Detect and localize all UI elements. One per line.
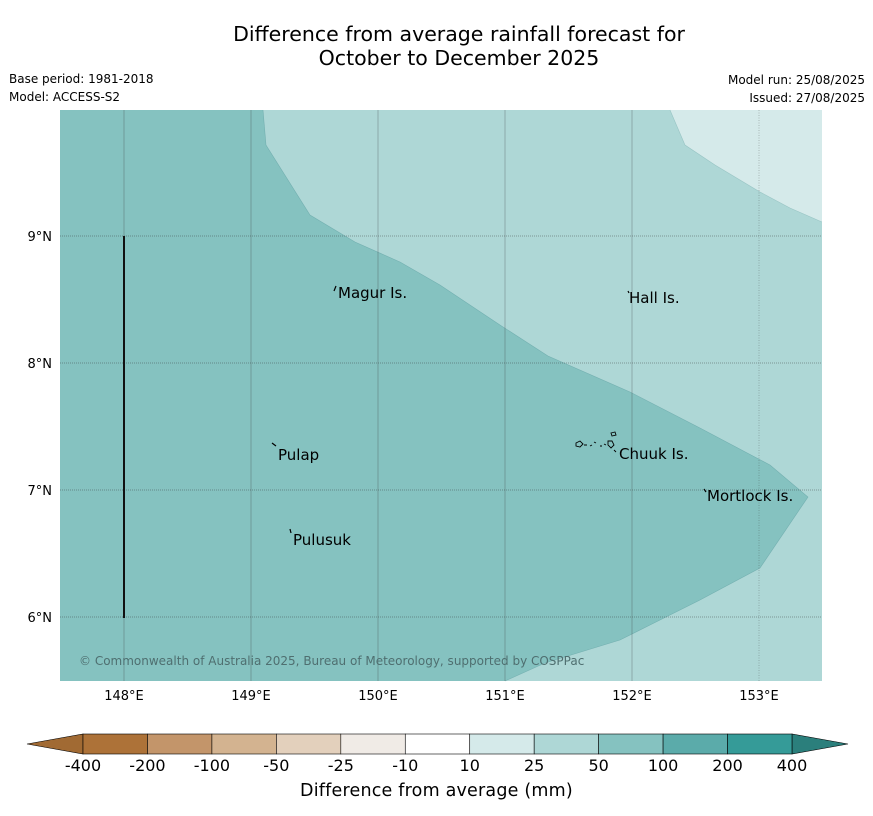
colorbar-tick-label: 25 [524, 756, 544, 775]
zone-25-50-north [263, 110, 822, 681]
chuuk-island-shapes [575, 431, 617, 453]
colorbar-segment [211, 733, 277, 755]
model-run-text: Model run: 25/08/2025 [727, 73, 865, 87]
colorbar-segment [340, 733, 406, 755]
lat-tick-labels: 9°N 8°N 7°N 6°N [28, 230, 53, 626]
hall-island-shape [627, 290, 630, 294]
magur-island-shape [333, 285, 337, 292]
contour-10 [669, 109, 823, 223]
lon-tick-149e: 149°E [231, 689, 271, 704]
lon-tick-152e: 152°E [612, 689, 652, 704]
colorbar-segment [404, 733, 471, 755]
lon-tick-151e: 151°E [485, 689, 525, 704]
lat-tick-7n: 7°N [28, 484, 53, 499]
colorbar-extend-high [791, 733, 849, 755]
pulap-island-shape [271, 442, 277, 447]
title-line-2: October to December 2025 [318, 46, 600, 70]
colorbar-tick-label: 50 [588, 756, 608, 775]
meta-right: Model run: 25/08/2025 Issued: 27/08/2025 [728, 71, 865, 107]
lon-tick-153e: 153°E [739, 689, 779, 704]
place-hall: Hall Is. [629, 289, 680, 307]
colorbar [26, 733, 849, 755]
pulusuk-island-shape [289, 528, 292, 534]
colorbar-segment [598, 733, 664, 755]
place-labels: Magur Is. Hall Is. Pulap Chuuk Is. Mortl… [278, 284, 793, 549]
place-chuuk: Chuuk Is. [619, 445, 688, 463]
colorbar-segment [82, 733, 148, 755]
model-text: Model: ACCESS-S2 [9, 90, 121, 104]
colorbar-segment [276, 733, 342, 755]
lat-tick-6n: 6°N [28, 611, 53, 626]
zone-10-25 [670, 110, 822, 222]
place-mortlock: Mortlock Is. [707, 487, 793, 505]
colorbar-tick-label: 100 [648, 756, 679, 775]
colorbar-tick-label: -400 [65, 756, 101, 775]
colorbar-tick-label: 400 [777, 756, 808, 775]
lon-tick-148e: 148°E [104, 689, 144, 704]
colorbar-tick-labels: -400 -200 -100 -50 -25 -10 10 25 50 100 200 400 [65, 756, 807, 775]
colorbar-title: Difference from average (mm) [300, 781, 573, 801]
colorbar-segment [147, 733, 213, 755]
lon-tick-150e: 150°E [358, 689, 398, 704]
issued-text: Issued: 27/08/2025 [749, 91, 865, 105]
title-line-1: Difference from average rainfall forecas… [233, 22, 685, 46]
chart-title: Difference from average rainfall forecas… [0, 22, 873, 70]
colorbar-segment [533, 733, 599, 755]
place-pulusuk: Pulusuk [293, 531, 351, 549]
lat-tick-9n: 9°N [28, 230, 53, 245]
colorbar-tick-label: -50 [263, 756, 289, 775]
colorbar-tick-label: -10 [392, 756, 418, 775]
base-period-text: Base period: 1981-2018 [9, 72, 154, 86]
colorbar-extend-low [26, 733, 84, 755]
meta-left: Base period: 1981-2018 Model: ACCESS-S2 [9, 70, 154, 106]
colorbar-tick-label: 10 [460, 756, 480, 775]
colorbar-tick-label: 200 [712, 756, 743, 775]
contour-25 [262, 109, 809, 682]
island-marks [271, 285, 707, 534]
colorbar-tick-label: -100 [194, 756, 230, 775]
colorbar-tick-label: -200 [129, 756, 165, 775]
lat-tick-8n: 8°N [28, 357, 53, 372]
copyright-text: © Commonwealth of Australia 2025, Bureau… [79, 654, 584, 668]
colorbar-segment [727, 733, 793, 755]
colorbar-segment [469, 733, 535, 755]
lon-tick-labels: 148°E 149°E 150°E 151°E 152°E 153°E [104, 689, 779, 704]
colorbar-tick-label: -25 [328, 756, 354, 775]
place-magur: Magur Is. [338, 284, 407, 302]
mortlock-island-shape [703, 488, 707, 493]
place-pulap: Pulap [278, 446, 319, 464]
colorbar-segment [662, 733, 728, 755]
